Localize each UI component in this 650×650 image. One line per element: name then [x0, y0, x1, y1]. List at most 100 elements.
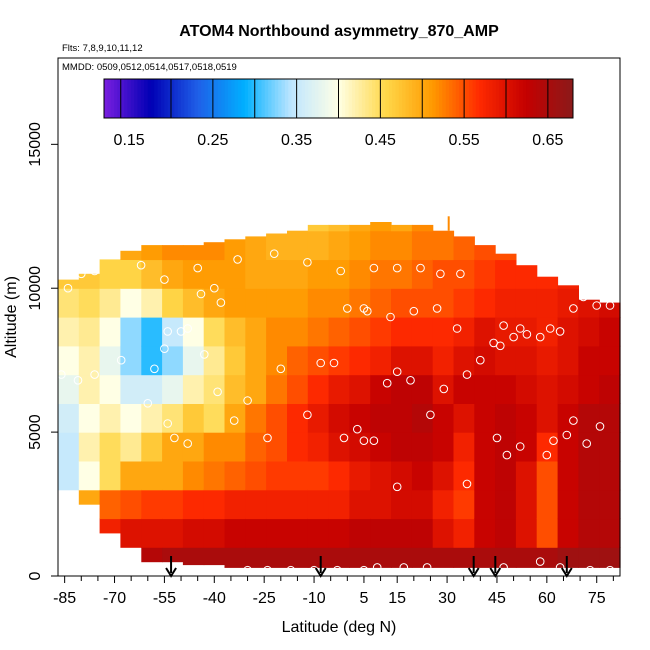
colorbar-swatch	[308, 79, 313, 118]
colorbar-swatch	[402, 79, 406, 118]
x-tick-label: -70	[103, 590, 126, 607]
colorbar-swatch	[432, 79, 437, 118]
colorbar-swatch	[207, 79, 212, 118]
colorbar-swatch	[117, 79, 122, 118]
x-tick-label: 75	[588, 590, 606, 607]
heatmap-cell	[391, 547, 413, 568]
heatmap-cell	[328, 259, 350, 289]
heatmap-cell	[245, 288, 267, 318]
heatmap-cell	[203, 489, 226, 520]
heatmap-cell	[515, 265, 538, 289]
heatmap-cell	[224, 489, 246, 520]
colorbar-swatch	[465, 79, 470, 118]
heatmap-cell	[266, 288, 288, 318]
heatmap-cell	[432, 403, 455, 433]
y-tick-label: 0	[27, 571, 44, 580]
heatmap-cell	[349, 374, 371, 404]
heatmap-cell	[599, 345, 621, 376]
chart-title: ATOM4 Northbound asymmetry_870_AMP	[179, 23, 499, 40]
colorbar-swatch	[388, 79, 393, 118]
colorbar-swatch	[502, 79, 507, 118]
sample-point	[116, 355, 126, 365]
sample-point	[515, 442, 525, 451]
heatmap-cell	[307, 230, 330, 261]
heatmap-cell	[203, 432, 226, 462]
dates-note: MMDD: 0509,0512,0514,0517,0518,0519	[62, 62, 237, 73]
sample-point	[456, 269, 465, 279]
heatmap-cell	[411, 259, 434, 289]
heatmap-cell	[58, 460, 80, 491]
heatmap-cell	[120, 432, 142, 462]
heatmap-cell	[432, 288, 455, 318]
sample-point	[176, 565, 186, 575]
colorbar-swatch	[120, 79, 125, 118]
heatmap-cell	[391, 403, 413, 433]
colorbar-swatch	[382, 79, 386, 118]
heatmap-cell	[370, 518, 392, 548]
sample-point	[439, 384, 449, 394]
heatmap-cell	[474, 345, 496, 376]
heatmap-cell	[141, 403, 163, 433]
heatmap-cell	[245, 236, 267, 260]
heatmap-cell	[453, 236, 475, 260]
colorbar-swatch	[258, 79, 262, 118]
heatmap-cell	[120, 460, 142, 491]
heatmap-cell	[495, 489, 517, 520]
sample-point	[595, 422, 605, 431]
heatmap-cell	[474, 259, 496, 289]
heatmap-cell	[536, 288, 559, 318]
colorbar: 0.15 0.25 0.35 0.45 0.55 0.65	[103, 78, 574, 149]
heatmap-cell	[349, 518, 371, 548]
heatmap-cell	[328, 547, 350, 568]
colorbar-swatch	[191, 79, 195, 118]
colorbar-swatch	[435, 79, 440, 118]
heatmap-cell	[307, 518, 330, 548]
y-tick-label: 15000	[27, 122, 44, 167]
colorbar-swatch	[238, 79, 242, 118]
heatmap-cell	[182, 403, 205, 433]
heatmap-cell	[411, 432, 434, 462]
heatmap-cell	[224, 317, 246, 347]
x-tick-label: -40	[203, 590, 226, 607]
heatmap-cell	[120, 403, 142, 433]
heatmap-cell	[182, 288, 205, 318]
heatmap-cell	[182, 547, 205, 566]
heatmap-cell	[203, 403, 226, 433]
heatmap-cell	[287, 230, 309, 261]
heatmap-cell	[370, 403, 392, 433]
sample-point	[386, 312, 395, 322]
sample-point	[336, 266, 346, 276]
heatmap-cell	[349, 432, 371, 462]
heatmap-cell	[307, 288, 330, 318]
sample-point	[585, 565, 595, 575]
sample-point	[369, 436, 379, 446]
colorbar-swatch	[197, 79, 202, 118]
colorbar-swatch	[217, 79, 222, 118]
y-axis-label: Altitude (m)	[3, 276, 20, 358]
heatmap-cell	[141, 345, 163, 376]
colorbar-swatch	[338, 79, 343, 118]
x-tick-label: 30	[438, 590, 456, 607]
colorbar-swatch	[512, 79, 517, 118]
colorbar-swatch	[445, 79, 450, 118]
colorbar-swatch	[214, 79, 219, 118]
colorbar-swatch	[395, 79, 400, 118]
colorbar-swatch	[221, 79, 225, 118]
heatmap-cell	[328, 288, 350, 318]
heatmap-cell	[78, 345, 101, 376]
sample-point	[549, 255, 558, 264]
heatmap-cell	[370, 230, 392, 261]
heatmap-cell	[474, 317, 496, 347]
heatmap-cell	[162, 489, 184, 520]
x-tick-label: -10	[302, 590, 325, 607]
heatmap-cell	[141, 317, 163, 347]
heatmap-cell	[307, 547, 330, 568]
colorbar-swatch	[184, 79, 189, 118]
sample-point	[229, 416, 239, 425]
colorbar-swatch	[321, 79, 326, 118]
heatmap-cell	[411, 288, 434, 318]
heatmap-cell	[78, 403, 101, 433]
colorbar-swatch	[482, 79, 487, 118]
colorbar-swatch	[485, 79, 490, 118]
heatmap-cell	[162, 403, 184, 433]
